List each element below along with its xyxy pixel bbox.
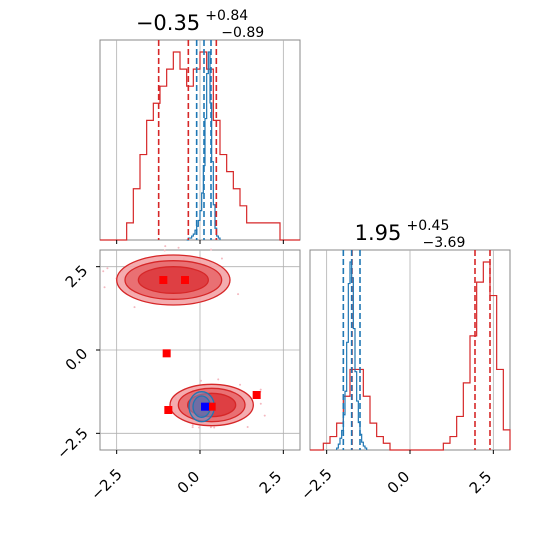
- scatter-point: [220, 257, 223, 260]
- histograms: [100, 51, 300, 241]
- grid: [326, 250, 494, 450]
- title-plus: +0.45: [406, 218, 449, 234]
- scatter-point: [198, 426, 201, 429]
- grid: [116, 40, 284, 240]
- red-square-marker: [159, 276, 168, 284]
- scatter-point: [239, 383, 242, 386]
- x-tick-label: 2.5: [256, 468, 286, 498]
- x-tick-label: −2.5: [87, 465, 125, 503]
- scatter-point: [210, 248, 213, 251]
- marginal-2-x-tick-labels: −2.5 0.0 2.5: [297, 465, 495, 503]
- marginal-panel-param-2: [309, 249, 511, 454]
- red-square-marker: [162, 349, 171, 358]
- scatter-point: [163, 249, 166, 252]
- scatter-point: [102, 270, 105, 273]
- red-square-marker: [207, 402, 216, 411]
- quantile-lines: [157, 40, 218, 240]
- markers: [159, 276, 261, 414]
- red-square-marker: [164, 406, 173, 414]
- title-plus: +0.84: [205, 8, 248, 24]
- tick-marks: [326, 450, 494, 454]
- blue-square-marker: [201, 402, 209, 411]
- marginal-panel-param-1: [99, 39, 301, 244]
- scatter-point: [191, 426, 194, 429]
- histogram-step: [186, 51, 221, 241]
- red-contour: [137, 266, 209, 294]
- x-tick-label: 0.0: [174, 468, 204, 498]
- scatter-point: [199, 379, 202, 382]
- title-minus: −3.69: [422, 235, 465, 251]
- y-tick-label: 2.5: [62, 262, 92, 292]
- x-tick-label: 2.5: [466, 468, 496, 498]
- red-square-marker: [252, 391, 261, 399]
- scatter-point: [133, 306, 136, 309]
- joint-y-tick-labels: 2.5 0.0 −2.5: [53, 262, 91, 463]
- y-tick-label: −2.5: [53, 424, 91, 462]
- title-median: −0.35: [136, 11, 200, 35]
- y-tick-label: 0.0: [62, 345, 92, 375]
- scatter-point: [103, 286, 106, 289]
- scatter-point: [106, 267, 109, 270]
- tick-marks: [96, 266, 284, 454]
- histogram-step: [310, 261, 511, 451]
- scatter-point: [246, 426, 249, 429]
- joint-panel: [96, 245, 301, 454]
- scatter-point: [237, 293, 240, 296]
- title-param-1: −0.35 +0.84 −0.89: [136, 5, 264, 41]
- quantile-lines: [342, 250, 491, 450]
- scatter-point: [177, 246, 180, 249]
- title-param-2: 1.95 +0.45 −3.69: [355, 215, 466, 251]
- scatter-point: [164, 245, 167, 248]
- scatter-point: [217, 378, 220, 381]
- scatter-point: [263, 414, 266, 417]
- joint-x-tick-labels: −2.5 0.0 2.5: [87, 465, 285, 503]
- x-tick-label: −2.5: [297, 465, 335, 503]
- scatter-point: [191, 424, 194, 427]
- tick-marks: [116, 240, 284, 244]
- x-tick-label: 0.0: [384, 468, 414, 498]
- title-minus: −0.89: [221, 25, 264, 41]
- red-square-marker: [181, 276, 189, 284]
- scatter-point: [259, 402, 262, 405]
- histogram-step: [100, 51, 300, 241]
- scatter-point: [213, 426, 216, 429]
- title-median: 1.95: [355, 221, 402, 245]
- scatter-point: [209, 426, 212, 429]
- scatter-point: [259, 388, 262, 391]
